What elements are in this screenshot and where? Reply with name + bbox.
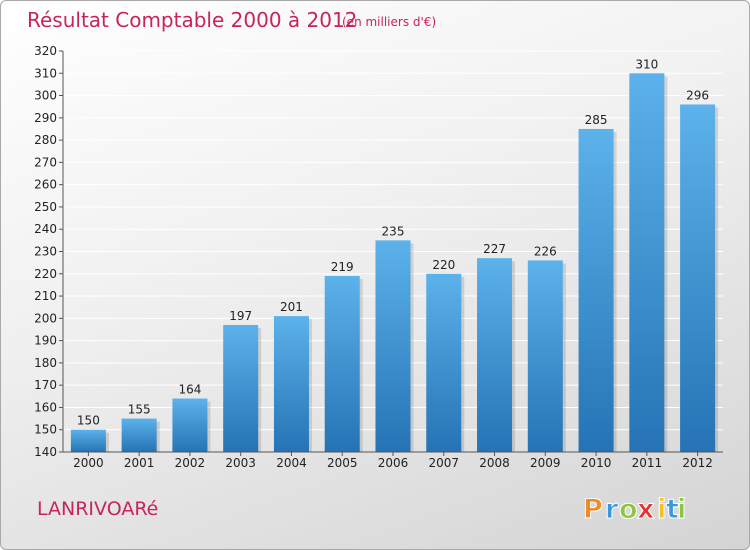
data-label-2008: 227 [483,242,506,256]
bar-2000 [70,429,106,452]
ytick-label-210: 210 [34,289,57,303]
bar-2008 [477,258,513,452]
logo-letter-3: x [637,494,654,525]
ytick-label-180: 180 [34,356,57,370]
bar-2012 [680,104,716,452]
ytick-label-310: 310 [34,66,57,80]
bar-2006 [375,240,411,452]
data-label-2000: 150 [77,414,100,428]
logo-letter-0: P [583,494,603,525]
data-label-2004: 201 [280,300,303,314]
logo-letter-1: r [605,494,619,525]
data-label-2002: 164 [178,383,201,397]
ytick-label-290: 290 [34,111,57,125]
logo-letter-5: t [666,494,679,525]
chart-subtitle: (en milliers d'€) [342,15,436,29]
data-label-2006: 235 [382,224,405,238]
xtick-label-2006: 2006 [378,456,409,470]
xtick-label-2010: 2010 [581,456,612,470]
xtick-label-2008: 2008 [479,456,510,470]
data-label-2005: 219 [331,260,354,274]
ytick-label-200: 200 [34,311,57,325]
data-labels: 150 155 164 197 201 219 235 220 227 226 285 310 296 [77,57,709,427]
xtick-label-2000: 2000 [73,456,104,470]
xtick-label-2002: 2002 [175,456,206,470]
bar-2010 [578,128,614,452]
ytick-label-220: 220 [34,267,57,281]
logo-letter-4: i [657,494,666,525]
bar-2004 [273,316,309,452]
data-label-2011: 310 [635,57,658,71]
xtick-label-2009: 2009 [530,456,561,470]
bar-2005 [324,276,360,452]
ytick-label-260: 260 [34,178,57,192]
ytick-label-240: 240 [34,222,57,236]
x-axis-ticks: 2000 2001 2002 2003 2004 2005 2006 2007 2008 2009… [73,452,713,470]
xtick-label-2011: 2011 [632,456,663,470]
logo-letter-2: o [619,494,638,525]
xtick-label-2005: 2005 [327,456,358,470]
bar-2007 [426,273,462,452]
data-label-2010: 285 [585,113,608,127]
data-label-2007: 220 [432,258,455,272]
y-axis-ticks: 140 150 160 170 180 190 200 210 220 230 240 250 260 2… [34,44,63,459]
bar-2001 [121,418,157,452]
ytick-label-170: 170 [34,378,57,392]
data-label-2009: 226 [534,244,557,258]
data-label-2003: 197 [229,309,252,323]
ytick-label-140: 140 [34,445,57,459]
commune-name: LANRIVOARé [37,498,158,520]
data-label-2012: 296 [686,88,709,102]
xtick-label-2012: 2012 [682,456,713,470]
bar-2011 [629,73,665,453]
ytick-label-300: 300 [34,89,57,103]
ytick-label-230: 230 [34,245,57,259]
logo-letter-6: i [677,494,686,525]
xtick-label-2003: 2003 [225,456,256,470]
ytick-label-160: 160 [34,400,57,414]
xtick-label-2004: 2004 [276,456,307,470]
xtick-label-2007: 2007 [428,456,459,470]
ytick-label-320: 320 [34,44,57,58]
xtick-label-2001: 2001 [124,456,155,470]
chart-title: Résultat Comptable 2000 à 2012 [27,8,357,32]
ytick-label-190: 190 [34,334,57,348]
ytick-label-250: 250 [34,200,57,214]
data-label-2001: 155 [128,403,151,417]
bar-2002 [172,398,208,452]
bar-2003 [223,325,259,452]
ytick-label-280: 280 [34,133,57,147]
ytick-label-270: 270 [34,155,57,169]
bars-layer [70,73,719,453]
ytick-label-150: 150 [34,423,57,437]
bar-2009 [527,260,563,452]
